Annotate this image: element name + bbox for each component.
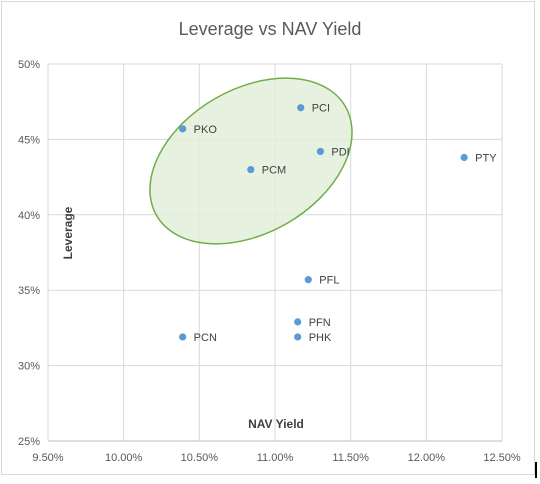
chart-title: Leverage vs NAV Yield [179,19,362,39]
data-label-pci: PCI [312,103,330,115]
data-point-pfl [304,276,312,284]
x-tick-label: 12.50% [483,452,521,464]
data-point-pfn [294,318,302,326]
annotation-layer [149,77,353,245]
y-tick-label: 30% [18,361,40,373]
data-point-pko [179,125,187,133]
y-tick-label: 50% [18,59,40,71]
x-tick-label: 9.50% [32,452,63,464]
y-tick-label: 45% [18,134,40,146]
x-tick-label: 10.50% [181,452,219,464]
tick-labels: 9.50% 10.00% 10.50% 11.00% 11.50% 12.00% 12.50… [18,59,521,464]
x-tick-label: 11.00% [257,452,294,464]
x-tick-label: 10.00% [105,452,143,464]
data-label-pcn: PCN [194,332,217,344]
grid-lines [47,63,503,442]
data-point-pci [297,104,305,112]
highlight-ellipse [149,77,353,245]
data-point-pdi [316,147,324,156]
x-tick-label: 12.00% [408,452,446,464]
data-label-phk: PHK [309,332,332,344]
data-label-pty: PTY [475,152,497,164]
data-point-phk [294,333,302,341]
data-label-pfl: PFL [319,275,339,287]
edge-mark [535,462,537,478]
data-point-pty [460,153,468,162]
data-point-pcn [179,333,187,341]
y-tick-label: 25% [18,436,40,448]
x-tick-label: 11.50% [332,452,369,464]
y-tick-label: 40% [18,210,40,222]
y-tick-label: 35% [18,285,40,297]
data-label-pcm: PCM [262,165,286,177]
data-label-pdi: PDI [331,146,349,158]
y-axis-title: Leverage [61,206,75,259]
data-label-pfn: PFN [309,317,331,329]
data-point-pcm [247,165,255,174]
data-label-pko: PKO [194,124,218,136]
data-points: PCI PKO PDI PTY PCM PFL PFN PHK PCN [179,103,497,344]
x-axis-title: NAV Yield [248,417,304,431]
